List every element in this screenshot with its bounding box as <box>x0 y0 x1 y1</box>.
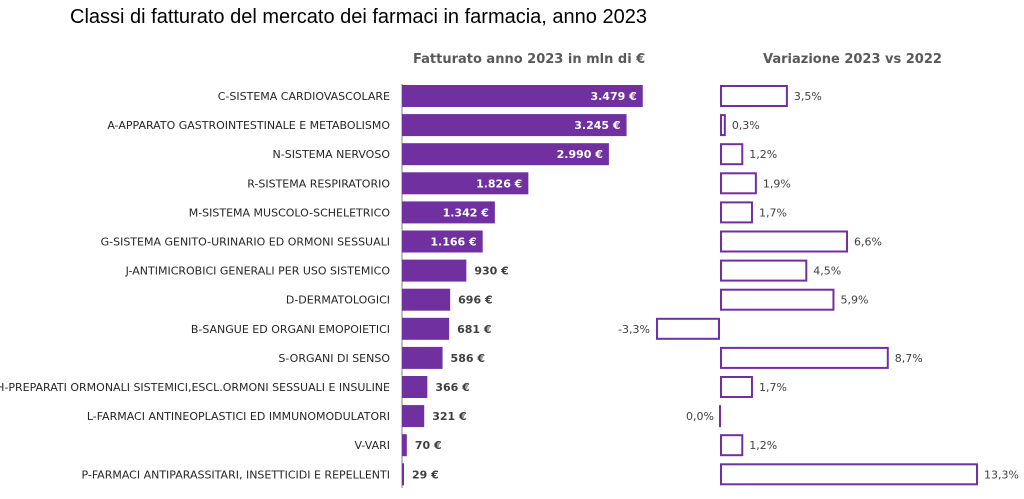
variation-bar <box>720 346 889 369</box>
variation-value-label: 1,2% <box>749 148 777 161</box>
variation-value-label: 1,7% <box>759 206 787 219</box>
category-label: P-FARMACI ANTIPARASSITARI, INSETTICIDI E… <box>81 468 390 481</box>
revenue-value-label: 681 € <box>457 323 491 336</box>
category-label: D-DERMATOLOGICI <box>286 294 390 307</box>
variation-bar <box>720 376 753 398</box>
revenue-bar <box>402 463 405 486</box>
category-label: L-FARMACI ANTINEOPLASTICI ED IMMUNOMODUL… <box>87 410 390 423</box>
variation-value-label: 13,3% <box>984 468 1019 481</box>
variation-bar <box>720 114 726 137</box>
category-label: B-SANGUE ED ORGANI EMOPOIETICI <box>191 323 390 336</box>
variation-value-label: 0,0% <box>686 410 714 423</box>
variation-value-label: 1,9% <box>763 177 791 190</box>
variation-value-label: 1,7% <box>759 381 787 394</box>
variation-bar <box>720 259 808 282</box>
revenue-bar <box>402 259 467 282</box>
variation-bar <box>720 463 979 486</box>
revenue-value-label: 321 € <box>432 410 466 423</box>
category-label: R-SISTEMA RESPIRATORIO <box>247 177 390 190</box>
revenue-value-label: 1.826 € <box>476 177 522 190</box>
category-label: G-SISTEMA GENITO-URINARIO ED ORMONI SESS… <box>101 236 390 249</box>
revenue-panel-header: Fatturato anno 2023 in mln di € <box>413 52 646 67</box>
revenue-value-label: 1.166 € <box>430 236 476 249</box>
revenue-bar <box>402 434 407 457</box>
revenue-value-label: 366 € <box>435 381 469 394</box>
variation-value-label: 8,7% <box>895 352 923 365</box>
category-label: N-SISTEMA NERVOSO <box>273 148 391 161</box>
revenue-bar <box>402 172 529 195</box>
revenue-value-label: 3.245 € <box>574 119 620 132</box>
revenue-bar <box>402 317 450 340</box>
revenue-bar <box>402 405 425 428</box>
revenue-bar <box>402 230 483 253</box>
variation-bar <box>720 288 835 311</box>
revenue-bar <box>402 201 495 224</box>
variation-value-label: 5,9% <box>840 294 868 307</box>
revenue-bar <box>402 376 428 398</box>
variation-value-label: 6,6% <box>854 236 882 249</box>
category-label: H-PREPARATI ORMONALI SISTEMICI,ESCL.ORMO… <box>0 381 390 394</box>
category-label: C-SISTEMA CARDIOVASCOLARE <box>218 90 390 103</box>
revenue-value-label: 3.479 € <box>590 90 636 103</box>
variation-bar <box>720 230 849 253</box>
revenue-value-label: 1.342 € <box>443 206 489 219</box>
revenue-value-label: 70 € <box>415 439 442 452</box>
category-label: J-ANTIMICROBICI GENERALI PER USO SISTEMI… <box>125 265 391 278</box>
variation-value-label: -3,3% <box>618 323 650 336</box>
revenue-bar <box>402 288 451 311</box>
variation-bar <box>720 434 744 457</box>
variation-value-label: 3,5% <box>794 90 822 103</box>
variation-value-label: 0,3% <box>732 119 760 132</box>
revenue-value-label: 696 € <box>458 294 492 307</box>
variation-panel-header: Variazione 2023 vs 2022 <box>763 52 942 67</box>
variation-bar <box>655 317 720 340</box>
chart-title: Classi di fatturato del mercato dei farm… <box>70 6 647 28</box>
variation-bar <box>720 85 788 107</box>
revenue-value-label: 29 € <box>412 468 439 481</box>
revenue-bar <box>402 85 643 107</box>
revenue-bar <box>402 143 609 166</box>
revenue-bar <box>402 114 627 137</box>
category-label: S-ORGANI DI SENSO <box>278 352 390 365</box>
variation-value-label: 1,2% <box>749 439 777 452</box>
revenue-value-label: 2.990 € <box>557 148 603 161</box>
category-label: A-APPARATO GASTROINTESTINALE E METABOLIS… <box>107 119 390 132</box>
variation-value-label: 4,5% <box>813 265 841 278</box>
revenue-value-label: 930 € <box>474 265 508 278</box>
variation-bar <box>720 172 757 195</box>
revenue-bar <box>402 346 443 369</box>
category-label: M-SISTEMA MUSCOLO-SCHELETRICO <box>189 206 391 219</box>
variation-bar <box>720 201 753 224</box>
revenue-value-label: 586 € <box>451 352 485 365</box>
variation-bar <box>720 143 744 166</box>
category-label: V-VARI <box>355 439 390 452</box>
